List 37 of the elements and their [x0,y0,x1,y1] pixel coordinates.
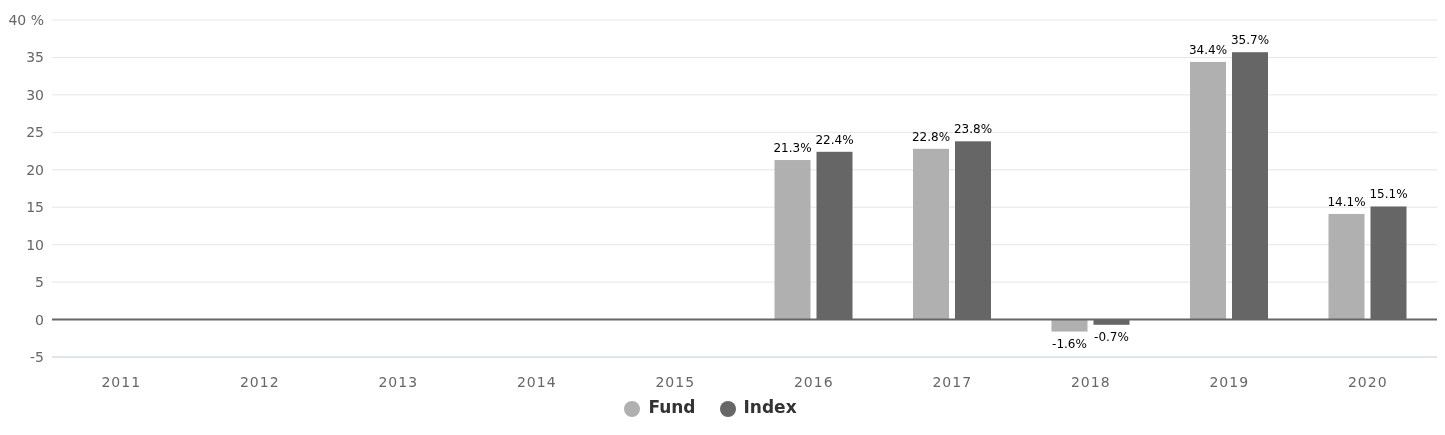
y-tick-label: 0 [35,311,44,328]
y-tick-label: 20 [26,161,44,178]
x-tick-label: 2012 [239,373,280,390]
y-tick-label: 10 [26,236,44,253]
y-tick-label: 40 % [8,11,44,28]
y-tick-label: 5 [35,274,44,291]
legend-label: Fund [648,397,696,417]
x-tick-label: 2020 [1347,373,1388,390]
data-label: 15.1% [1369,187,1408,202]
bar [1051,319,1088,332]
data-label: -1.6% [1052,336,1087,351]
data-label: 22.4% [815,132,854,147]
x-tick-label: 2018 [1070,373,1111,390]
bar [1190,61,1226,320]
bar [774,160,811,320]
data-label: 23.8% [953,122,993,137]
data-label: 35.7% [1230,33,1270,48]
data-label: 22.8% [911,129,951,144]
x-tick-label: 2017 [932,373,973,390]
legend-label: Index [743,397,797,417]
data-label: 21.3% [773,141,812,156]
x-tick-label: 2015 [655,373,696,390]
x-tick-label: 2016 [793,373,834,390]
data-label: 34.4% [1188,42,1228,57]
data-label: 14.1% [1327,194,1366,209]
x-tick-label: 2019 [1209,373,1250,390]
x-tick-label: 2013 [378,373,419,390]
bar [913,148,949,320]
data-label: -0.7% [1094,329,1129,344]
y-tick-label: 30 [26,86,44,103]
y-tick-label: 25 [26,124,44,141]
x-tick-label: 2014 [516,373,557,390]
y-tick-label: -5 [30,348,44,365]
x-tick-label: 2011 [101,373,142,390]
y-tick-label: 15 [26,199,44,216]
bar [1328,213,1365,320]
y-tick-label: 35 [26,49,44,66]
